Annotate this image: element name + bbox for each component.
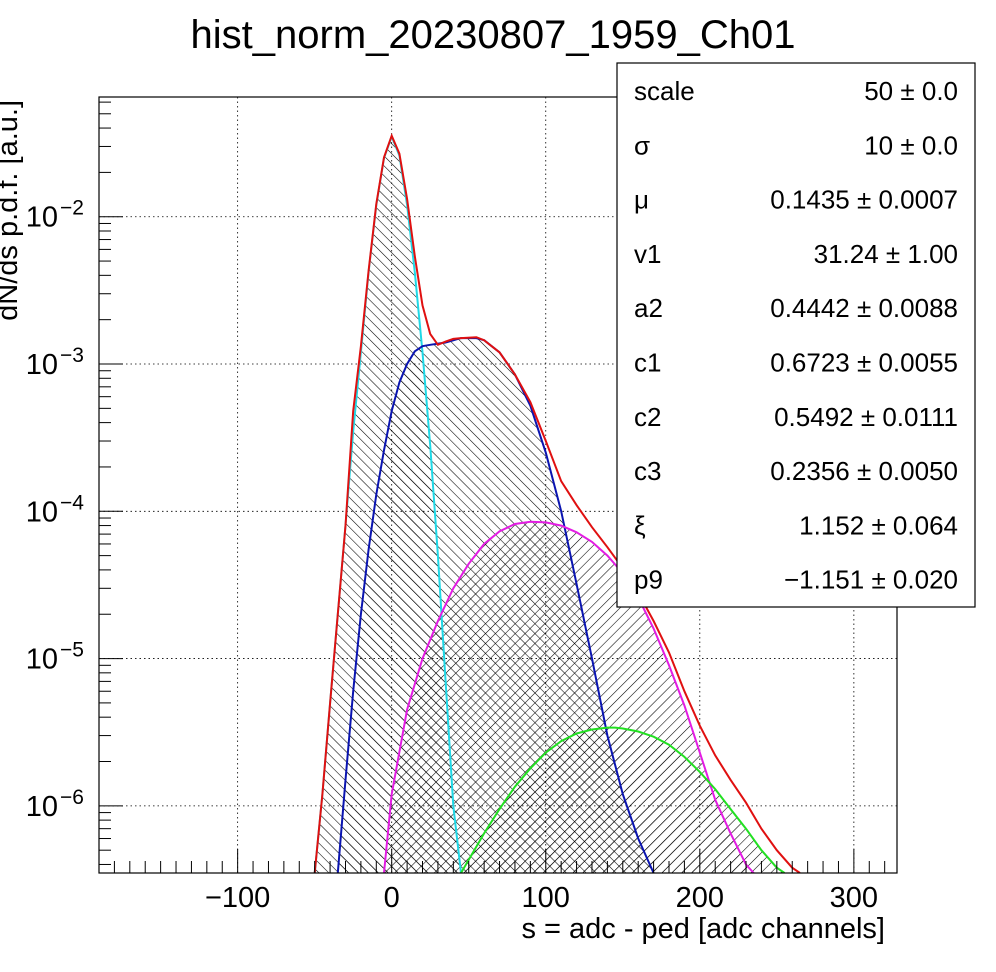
- y-tick-label-1: 10: [26, 644, 58, 676]
- chart-title: hist_norm_20230807_1959_Ch01: [191, 13, 796, 57]
- y-tick-label-0: 10: [26, 791, 58, 823]
- component-fill-green: [461, 727, 785, 873]
- x-axis-label: s = adc - ped [adc channels]: [521, 913, 885, 945]
- x-tick-label-0: −100: [205, 882, 270, 914]
- stat-name: a2: [634, 293, 663, 323]
- stat-name: μ: [634, 185, 649, 215]
- stat-value: 0.4442 ± 0.0088: [770, 293, 958, 323]
- stat-value: 0.5492 ± 0.0111: [774, 402, 958, 432]
- stat-value: 0.1435 ± 0.0007: [770, 185, 958, 215]
- stat-value: 10 ± 0.0: [864, 130, 958, 160]
- x-tick-label-4: 300: [830, 882, 878, 914]
- fit-stats-box: scale 50 ± 0.0 σ 10 ± 0.0 μ 0.1435 ± 0.0007 v1…: [616, 62, 976, 608]
- series-line-green: [460, 726, 786, 873]
- stat-name: ξ: [634, 510, 646, 540]
- y-tick-label-3: 10: [26, 349, 58, 381]
- series-line-red: [313, 132, 801, 873]
- y-tick-label-4: 10: [26, 202, 58, 234]
- x-tick-label-1: 0: [384, 882, 400, 914]
- series-line-magenta: [383, 520, 755, 873]
- stat-name: scale: [634, 76, 695, 106]
- stat-value: 0.6723 ± 0.0055: [770, 348, 958, 378]
- y-tick-label-2: 10: [26, 496, 58, 528]
- y-tick-exponent-1: −5: [60, 639, 84, 662]
- stat-value: 31.24 ± 1.00: [814, 239, 958, 269]
- series-line-blue: [336, 337, 655, 873]
- stats-box-frame: [616, 62, 976, 608]
- y-tick-exponent-2: −4: [60, 491, 84, 514]
- x-tick-label-2: 100: [522, 882, 570, 914]
- stat-name: σ: [634, 130, 650, 160]
- stat-name: p9: [634, 565, 663, 595]
- stat-name: v1: [634, 239, 661, 269]
- stat-name: c3: [634, 456, 661, 486]
- stat-name: c2: [634, 402, 661, 432]
- y-tick-exponent-4: −2: [60, 197, 84, 220]
- stat-value: 0.2356 ± 0.0050: [770, 456, 958, 486]
- y-tick-exponent-3: −3: [60, 344, 84, 367]
- y-tick-exponent-0: −6: [60, 786, 84, 809]
- stat-name: c1: [634, 348, 661, 378]
- stat-value: 50 ± 0.0: [864, 76, 958, 106]
- fit-curves: [313, 132, 801, 873]
- stat-value: 1.152 ± 0.064: [799, 510, 958, 540]
- y-axis-label: dN/ds p.d.f. [a.u.]: [0, 100, 24, 321]
- stat-value: −1.151 ± 0.020: [784, 565, 958, 595]
- x-tick-label-3: 200: [676, 882, 724, 914]
- component-fills: [314, 136, 785, 873]
